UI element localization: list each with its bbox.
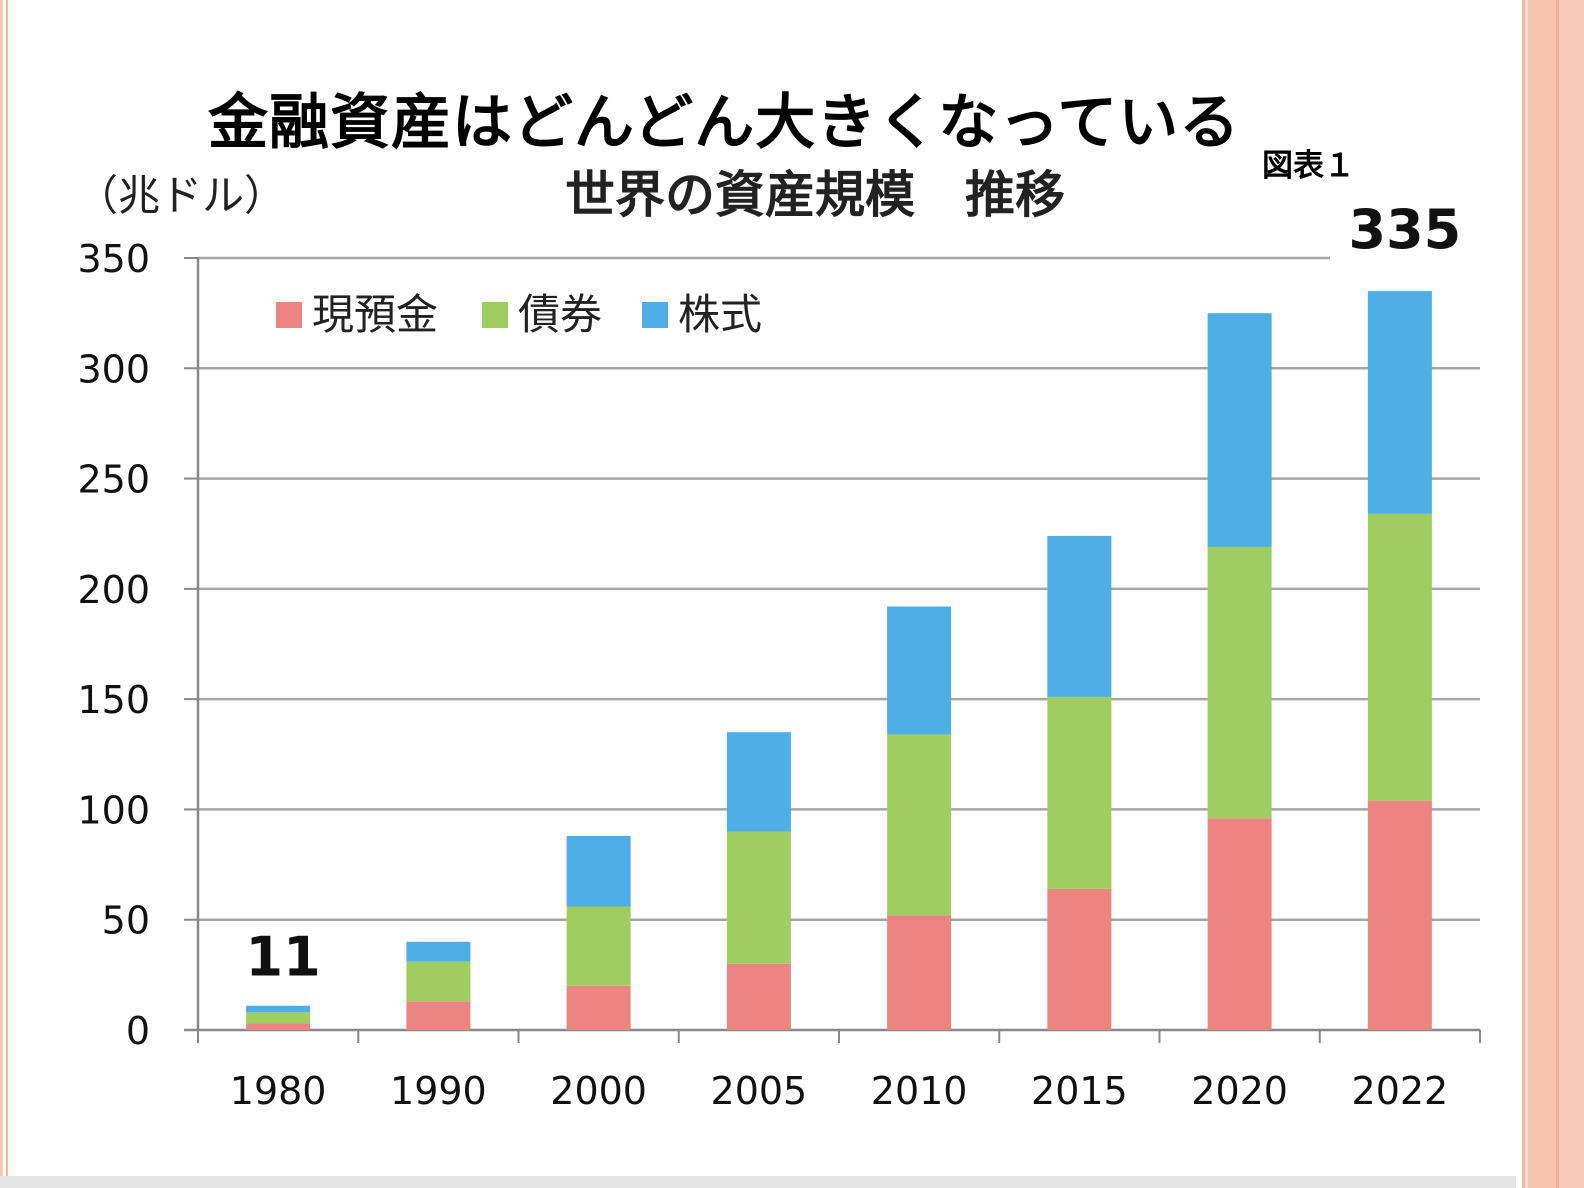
legend-label: 株式 (678, 290, 762, 339)
bar-2005-債券 (726, 831, 791, 964)
legend-swatch-債券 (482, 302, 508, 328)
slide-title: 金融資産はどんどん大きくなっている (208, 88, 1241, 158)
y-tick-label: 50 (102, 899, 150, 943)
slide-frame-right (1516, 0, 1584, 1188)
x-tick-label: 2020 (1191, 1069, 1288, 1113)
bar-2000-現預金 (566, 985, 631, 1030)
y-tick-label: 250 (77, 458, 150, 502)
x-tick-label: 2010 (871, 1069, 968, 1113)
bar-1990-株式 (406, 941, 471, 962)
bar-2000-株式 (566, 835, 631, 907)
bar-2022-債券 (1367, 513, 1432, 801)
bar-2010-現預金 (887, 915, 952, 1030)
bar-2015-債券 (1047, 696, 1112, 889)
legend-label: 現預金 (312, 290, 438, 339)
x-tick-label: 1980 (230, 1069, 327, 1113)
bar-1990-現預金 (406, 1001, 471, 1030)
y-tick-label: 150 (77, 678, 150, 722)
bar-2005-株式 (726, 732, 791, 832)
y-tick-label: 200 (77, 568, 150, 612)
y-tick-label: 300 (77, 347, 150, 391)
x-tick-label: 2005 (711, 1069, 808, 1113)
y-tick-label: 100 (77, 788, 150, 832)
bar-2022-現預金 (1367, 800, 1432, 1030)
bar-2000-債券 (566, 906, 631, 986)
bar-1980-株式 (246, 1005, 311, 1013)
legend-swatch-株式 (642, 302, 668, 328)
total-label: 335 (1349, 198, 1462, 261)
y-tick-label: 350 (77, 237, 150, 281)
chart-title: 世界の資産規模 推移 (565, 166, 1065, 224)
bar-2010-株式 (887, 606, 952, 735)
y-axis-unit: （兆ドル） (76, 171, 286, 220)
bar-1980-現預金 (246, 1023, 311, 1030)
legend-label: 債券 (518, 290, 602, 339)
x-tick-label: 2022 (1352, 1069, 1449, 1113)
bar-1990-債券 (406, 961, 471, 1002)
bar-2005-現預金 (726, 963, 791, 1030)
slide-frame-bottom (0, 1176, 1516, 1188)
bar-2022-株式 (1367, 291, 1432, 514)
bar-2020-株式 (1207, 313, 1272, 547)
x-tick-label: 2015 (1031, 1069, 1128, 1113)
bar-2020-債券 (1207, 546, 1272, 819)
y-tick-label: 0 (126, 1009, 150, 1053)
legend-swatch-現預金 (276, 302, 302, 328)
bar-2010-債券 (887, 734, 952, 916)
total-label: 11 (246, 926, 321, 989)
bar-2020-現預金 (1207, 818, 1272, 1030)
bar-1980-債券 (246, 1012, 311, 1024)
slide-frame-left (0, 0, 22, 1188)
x-tick-label: 1990 (390, 1069, 487, 1113)
bar-2015-現預金 (1047, 888, 1112, 1030)
bar-2015-株式 (1047, 535, 1112, 697)
x-tick-label: 2000 (550, 1069, 647, 1113)
figure-label: 図表１ (1262, 148, 1355, 184)
